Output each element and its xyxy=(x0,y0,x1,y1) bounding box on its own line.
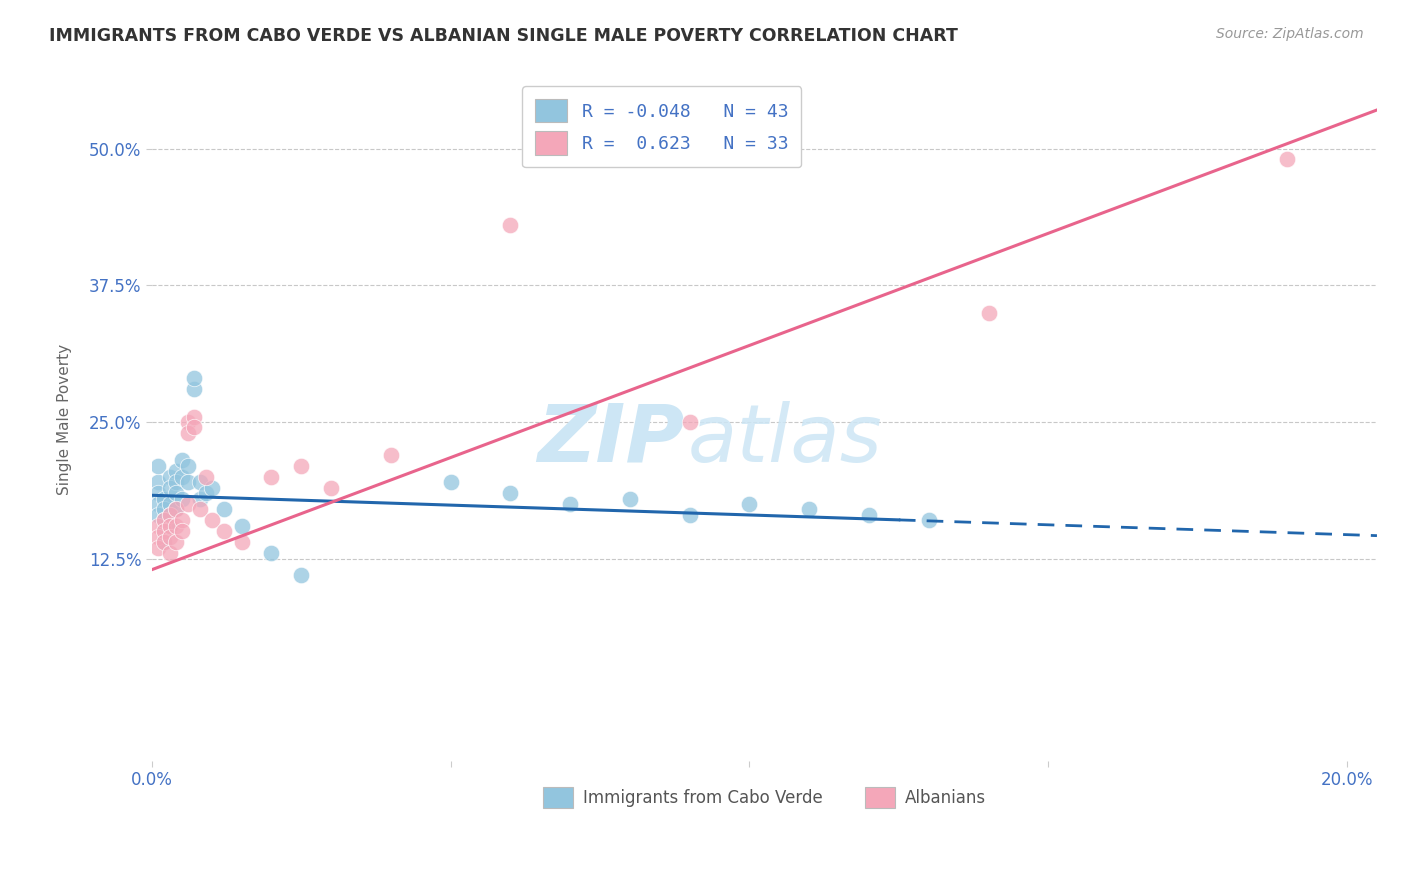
Point xyxy=(679,415,702,429)
Point xyxy=(165,486,187,500)
Point xyxy=(153,491,176,506)
Point xyxy=(165,502,187,516)
Point xyxy=(159,508,181,522)
Point xyxy=(146,458,169,473)
Point xyxy=(146,508,169,522)
Point xyxy=(170,469,193,483)
Point xyxy=(260,469,283,483)
Point xyxy=(380,448,402,462)
Point xyxy=(918,513,941,527)
Point xyxy=(165,464,187,478)
Legend: Immigrants from Cabo Verde, Albanians: Immigrants from Cabo Verde, Albanians xyxy=(537,780,993,814)
Text: atlas: atlas xyxy=(688,401,882,479)
Point xyxy=(165,535,187,549)
Point xyxy=(858,508,880,522)
Point xyxy=(188,475,211,490)
Point xyxy=(194,469,217,483)
Point xyxy=(153,513,176,527)
Point xyxy=(177,497,200,511)
Point xyxy=(165,519,187,533)
Point xyxy=(146,497,169,511)
Point xyxy=(183,420,205,434)
Point xyxy=(499,218,522,232)
Point xyxy=(170,453,193,467)
Point xyxy=(159,530,181,544)
Point xyxy=(153,535,176,549)
Point xyxy=(177,475,200,490)
Point xyxy=(153,524,176,539)
Point xyxy=(619,491,641,506)
Point xyxy=(153,502,176,516)
Point xyxy=(159,497,181,511)
Point xyxy=(201,481,224,495)
Point xyxy=(201,513,224,527)
Point xyxy=(153,524,176,539)
Point xyxy=(183,409,205,424)
Point xyxy=(212,524,235,539)
Point xyxy=(799,502,821,516)
Point xyxy=(560,497,582,511)
Point xyxy=(290,458,312,473)
Point xyxy=(165,475,187,490)
Point xyxy=(177,458,200,473)
Point xyxy=(159,469,181,483)
Point xyxy=(260,546,283,560)
Text: Source: ZipAtlas.com: Source: ZipAtlas.com xyxy=(1216,27,1364,41)
Point xyxy=(146,475,169,490)
Point xyxy=(231,519,253,533)
Y-axis label: Single Male Poverty: Single Male Poverty xyxy=(58,343,72,495)
Point xyxy=(183,382,205,396)
Point xyxy=(146,530,169,544)
Point xyxy=(188,491,211,506)
Text: IMMIGRANTS FROM CABO VERDE VS ALBANIAN SINGLE MALE POVERTY CORRELATION CHART: IMMIGRANTS FROM CABO VERDE VS ALBANIAN S… xyxy=(49,27,957,45)
Text: ZIP: ZIP xyxy=(537,401,685,479)
Point xyxy=(153,535,176,549)
Point xyxy=(170,491,193,506)
Point xyxy=(165,502,187,516)
Point xyxy=(159,519,181,533)
Point xyxy=(159,519,181,533)
Point xyxy=(146,486,169,500)
Point xyxy=(1277,153,1299,167)
Point xyxy=(159,508,181,522)
Point xyxy=(170,513,193,527)
Point xyxy=(977,305,1000,319)
Point xyxy=(738,497,761,511)
Point xyxy=(231,535,253,549)
Point xyxy=(321,481,343,495)
Point xyxy=(159,546,181,560)
Point xyxy=(679,508,702,522)
Point xyxy=(170,524,193,539)
Point xyxy=(177,415,200,429)
Point xyxy=(290,568,312,582)
Point xyxy=(146,519,169,533)
Point xyxy=(177,425,200,440)
Point xyxy=(440,475,463,490)
Point xyxy=(212,502,235,516)
Point xyxy=(194,486,217,500)
Point xyxy=(146,541,169,555)
Point xyxy=(183,371,205,385)
Point xyxy=(499,486,522,500)
Point xyxy=(153,513,176,527)
Point xyxy=(188,502,211,516)
Point xyxy=(159,481,181,495)
